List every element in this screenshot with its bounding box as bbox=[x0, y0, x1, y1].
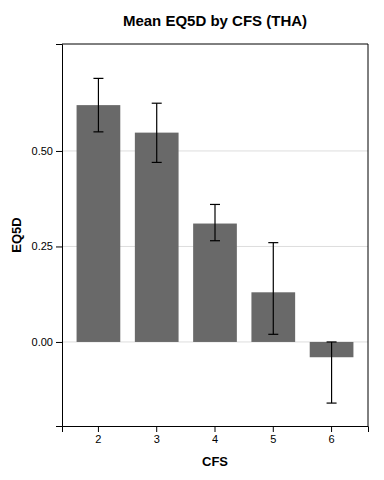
y-tick-mark bbox=[56, 342, 62, 343]
x-tick-label: 2 bbox=[95, 433, 101, 445]
y-tick: 0.25 bbox=[32, 240, 62, 252]
x-tick-mark bbox=[156, 426, 157, 432]
x-tick-mark bbox=[215, 426, 216, 432]
error-bar-cap bbox=[327, 341, 337, 342]
error-bar bbox=[152, 103, 162, 162]
error-bar-cap bbox=[268, 334, 278, 335]
y-axis-title: EQ5D bbox=[9, 217, 24, 252]
y-tick-label: 0.00 bbox=[32, 336, 53, 348]
x-tick-label: 4 bbox=[212, 433, 218, 445]
error-bar bbox=[327, 342, 337, 403]
bar bbox=[193, 224, 237, 342]
y-tick-mark bbox=[56, 246, 62, 247]
plot: 0.00 0.25 0.50 2 3 4 5 6 bbox=[32, 44, 369, 445]
x-tick-mark bbox=[98, 426, 99, 432]
x-tick: 6 bbox=[329, 426, 335, 445]
error-bar-cap bbox=[210, 204, 220, 205]
x-tick-label: 6 bbox=[329, 433, 335, 445]
marks bbox=[77, 78, 354, 403]
y-tick-label: 0.50 bbox=[32, 145, 53, 157]
y-tick-label: 0.25 bbox=[32, 240, 53, 252]
x-tick: 3 bbox=[154, 426, 160, 445]
error-bar-cap bbox=[152, 162, 162, 163]
title: Mean EQ5D by CFS (THA) bbox=[123, 12, 307, 29]
error-bar bbox=[93, 78, 103, 131]
y-tick: 0.50 bbox=[32, 145, 62, 157]
x-tick-mark bbox=[331, 426, 332, 432]
y-tick: 0.00 bbox=[32, 336, 62, 348]
error-bar-cap bbox=[210, 240, 220, 241]
error-bar bbox=[268, 243, 278, 335]
x-tick-mark bbox=[273, 426, 274, 432]
x-tick-label: 5 bbox=[270, 433, 276, 445]
y-axis-line bbox=[56, 45, 63, 427]
error-bar-cap bbox=[268, 242, 278, 243]
error-bar-stem bbox=[156, 103, 157, 162]
x-axis: 2 3 4 5 6 bbox=[63, 426, 369, 445]
plot-frame bbox=[62, 44, 368, 426]
x-tick: 4 bbox=[212, 426, 218, 445]
bar bbox=[77, 105, 121, 342]
error-bar-stem bbox=[273, 243, 274, 335]
bar bbox=[135, 133, 179, 342]
error-bar bbox=[210, 204, 220, 240]
error-bar-cap bbox=[152, 103, 162, 104]
error-bar-stem bbox=[98, 78, 99, 131]
error-bar-cap bbox=[93, 78, 103, 79]
x-axis-title: CFS bbox=[202, 454, 228, 469]
x-tick: 2 bbox=[95, 426, 101, 445]
error-bar-stem bbox=[331, 342, 332, 403]
chart: 0.00 0.25 0.50 2 3 4 5 6 Mean EQ5D by CFS (THA) C… bbox=[0, 0, 384, 480]
error-bar-stem bbox=[214, 204, 215, 240]
x-axis-line bbox=[63, 427, 369, 433]
y-axis: 0.00 0.25 0.50 bbox=[32, 45, 63, 427]
error-bar-cap bbox=[327, 402, 337, 403]
x-tick: 5 bbox=[270, 426, 276, 445]
x-tick-label: 3 bbox=[154, 433, 160, 445]
error-bar-cap bbox=[93, 131, 103, 132]
y-tick-mark bbox=[56, 151, 62, 152]
